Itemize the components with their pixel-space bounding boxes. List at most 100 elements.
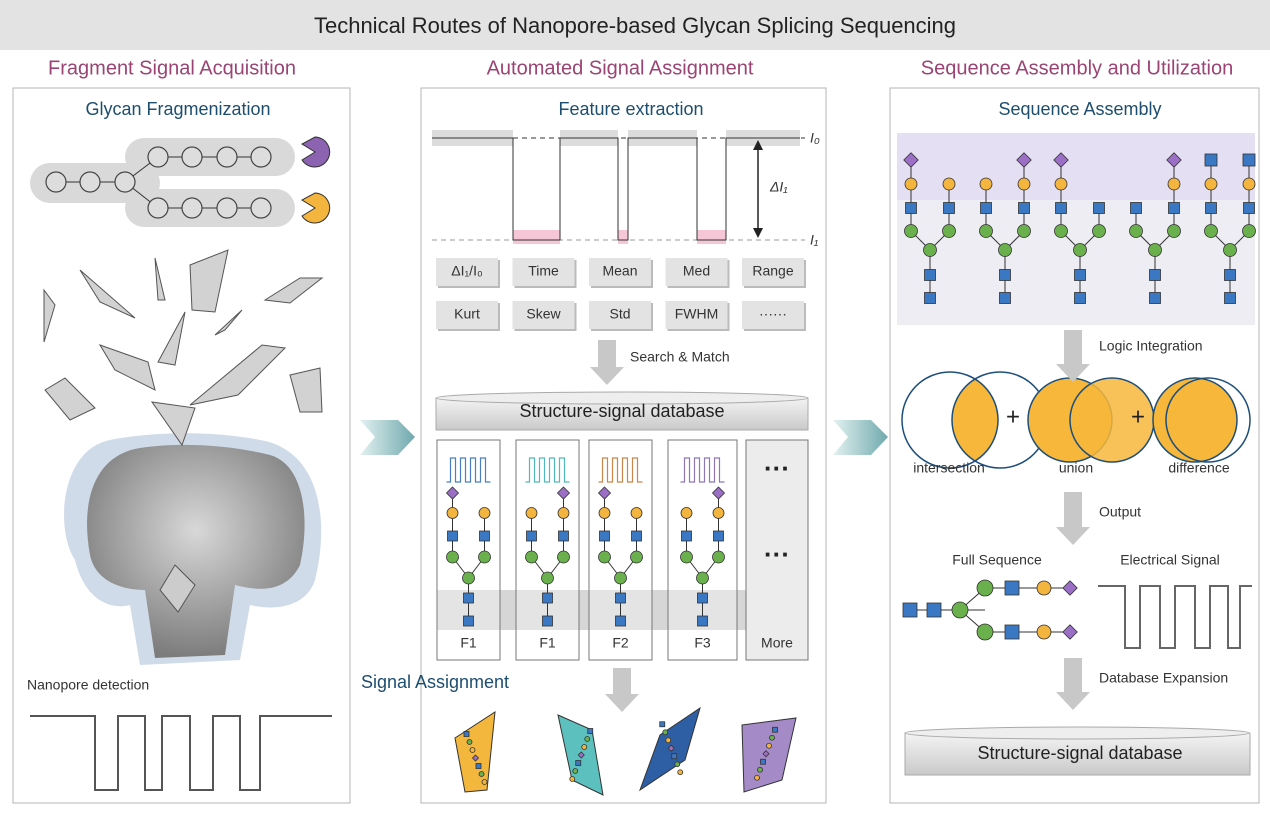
- card: [745, 439, 809, 661]
- glycan-square: [1149, 269, 1161, 281]
- database-label: Structure-signal database: [977, 743, 1182, 763]
- down-arrow: [1056, 492, 1090, 545]
- trace-label: I₁: [810, 232, 819, 248]
- enzyme-icon: [300, 136, 331, 168]
- glycan-diamond: [903, 152, 919, 168]
- circle-shape: [1152, 377, 1238, 463]
- assembly-glycans: [903, 152, 1256, 304]
- card-label: F1: [460, 635, 477, 651]
- card-label: F2: [612, 635, 629, 651]
- glycan-square: [1242, 153, 1256, 167]
- card-label: More: [761, 635, 793, 651]
- glycan-diamond: [1062, 580, 1078, 596]
- fragment: [154, 257, 166, 301]
- glycan-square: [1055, 202, 1067, 214]
- panel-heading: Automated Signal Assignment: [487, 57, 754, 79]
- venn-union: [1027, 377, 1155, 463]
- glycan-square: [999, 269, 1011, 281]
- fragment: [189, 249, 229, 313]
- rect-shape: [697, 230, 726, 244]
- feature-box: [512, 258, 575, 286]
- database: [904, 726, 1251, 776]
- glycan-circle: [478, 550, 491, 564]
- feature-box: [589, 301, 651, 329]
- card: [515, 439, 580, 661]
- current-trace: [432, 137, 800, 241]
- glycan-circle: [951, 601, 969, 619]
- glycan-circle: [674, 761, 681, 768]
- glycan-square: [697, 615, 708, 627]
- glycan-square: [980, 202, 992, 214]
- glycan-circle: [904, 177, 918, 191]
- feature-box: [742, 258, 804, 286]
- ellipse-shape: [435, 391, 809, 405]
- glycan-circle: [466, 739, 473, 745]
- flow-arrow: [360, 420, 415, 455]
- glycan-circle: [1242, 224, 1256, 238]
- features: ΔI₁/I₀ Time Mean Med Range Kurt Skew Std FWHM ···…: [436, 258, 806, 331]
- nanopore-protein: [87, 444, 305, 658]
- glycan-square: [599, 530, 610, 542]
- circle-shape: [901, 371, 999, 469]
- glycan-circle: [1223, 243, 1237, 257]
- glycan-square: [659, 721, 666, 728]
- panel-heading: Sequence Assembly and Utilization: [921, 57, 1233, 79]
- glycan-square: [1224, 292, 1236, 304]
- feature-label: Range: [752, 263, 793, 279]
- trace-label: I₀: [810, 130, 820, 146]
- glycan-circle: [766, 742, 772, 749]
- glycan-circle: [769, 734, 775, 741]
- glycan-circle: [481, 779, 488, 785]
- glycan-circle: [581, 744, 588, 750]
- glycan-circle: [630, 550, 643, 564]
- enzyme-icon: [300, 192, 331, 224]
- glycan-square: [902, 602, 918, 618]
- assembly-band: [897, 200, 1255, 325]
- step-label: Logic Integration: [1099, 338, 1203, 354]
- operator: +: [1006, 403, 1020, 430]
- glycan-square: [681, 530, 692, 542]
- glycan-circle: [942, 177, 956, 191]
- feature-label: ΔI₁/I₀: [451, 263, 483, 279]
- circle-shape: [952, 372, 998, 468]
- circle-shape: [1165, 377, 1251, 463]
- glycan-square: [615, 592, 626, 604]
- glycan-diamond: [1166, 152, 1182, 168]
- ellipse-shape: [904, 726, 1250, 740]
- glycan-circle: [904, 224, 918, 238]
- glycan-diamond: [577, 751, 585, 759]
- glycan-square: [558, 530, 569, 542]
- down-arrow: [605, 668, 639, 712]
- fragment: [44, 377, 96, 421]
- feature-box: [512, 301, 575, 329]
- glycan-circle: [1167, 224, 1181, 238]
- feature-label: Skew: [526, 306, 561, 322]
- signal-trace: [30, 715, 332, 791]
- cards: F1 F1 F2 F3 More ··· ···: [436, 439, 809, 661]
- set-label: intersection: [913, 460, 985, 476]
- glycan-square: [463, 592, 474, 604]
- subtitle: Feature extraction: [558, 99, 703, 119]
- glycan-square: [479, 530, 490, 542]
- glycan-square: [1130, 202, 1142, 214]
- card: [436, 439, 501, 661]
- assignment-label: Signal Assignment: [361, 672, 509, 692]
- card-label: F1: [539, 635, 556, 651]
- glycan-circle: [998, 243, 1012, 257]
- glycan-diamond: [1016, 152, 1032, 168]
- card-ellipsis: ···: [764, 453, 790, 483]
- glycan-residue: [216, 146, 238, 168]
- arrowhead: [753, 140, 763, 150]
- down-arrow: [590, 340, 624, 385]
- glycan-square: [1224, 269, 1236, 281]
- card: [667, 439, 738, 661]
- glycan-square: [905, 202, 917, 214]
- glycan-circle: [1167, 177, 1181, 191]
- step-label: Output: [1099, 504, 1141, 520]
- glycan-circle: [680, 550, 693, 564]
- rect-shape: [904, 732, 1251, 776]
- rect-shape: [513, 230, 560, 244]
- fragment: [214, 309, 243, 336]
- glycan-diamond: [1053, 152, 1069, 168]
- glycan-square: [1168, 202, 1180, 214]
